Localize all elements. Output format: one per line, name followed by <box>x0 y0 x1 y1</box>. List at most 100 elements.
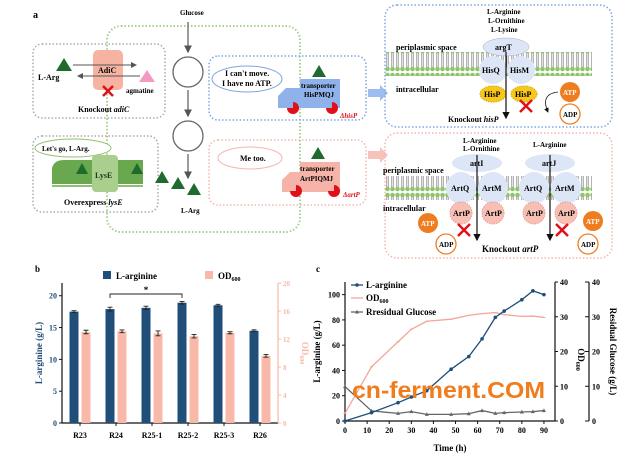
atp-label: ATP <box>586 218 600 226</box>
x-tick-label: R25-1 <box>142 431 162 440</box>
overexpress-lyse-caption: Overexpress lysE <box>64 198 123 207</box>
bar-od600 <box>117 331 127 423</box>
y-right-tick-label: 12 <box>283 336 291 344</box>
error-bar <box>191 334 197 339</box>
substrate-label: L-Lysine <box>491 26 517 34</box>
x-tick-label: 60 <box>474 426 482 435</box>
significance-bracket <box>109 293 183 298</box>
artp-deletion-label: ΔartP <box>342 191 361 199</box>
watermark: cn-ferment.COM <box>352 377 545 403</box>
data-point <box>396 400 400 405</box>
wheel-icon <box>326 102 338 114</box>
x-tick-label: 10 <box>363 426 371 435</box>
y-right-tick-label: 40 <box>560 278 568 287</box>
y-right2-tick-label: 40 <box>592 278 600 287</box>
data-point <box>502 309 506 313</box>
artp-speech: Me too. <box>240 154 266 163</box>
y-right2-tick-label: 0 <box>592 417 596 426</box>
knockout-x-icon <box>457 223 471 237</box>
legend-swatch-l-arginine <box>103 271 111 279</box>
adp-icon <box>559 103 581 125</box>
data-point <box>480 408 485 413</box>
l-arg-product-label: L-Arg <box>181 207 200 215</box>
y-right-tick-label: 16 <box>283 308 291 316</box>
legend-label: OD600 <box>366 293 389 305</box>
bar-od600 <box>225 332 235 423</box>
data-point <box>466 411 471 416</box>
agmatine-triangle-icon <box>139 70 155 82</box>
hisp-cargo-line2: HisPMQJ <box>304 91 334 99</box>
y-right-axis-title: OD600 <box>298 342 310 365</box>
error-bar <box>251 329 257 333</box>
lyse-label: LysE <box>95 171 112 180</box>
lyse-module: Let's go, L-Arg. LysE L-Arg Overexpress … <box>32 135 201 215</box>
wheel-icon <box>328 185 340 197</box>
y-tick-label: 5 <box>53 387 57 396</box>
bar-l-arginine <box>69 311 79 423</box>
data-point <box>480 337 484 341</box>
knockout-x-icon <box>519 99 533 113</box>
hisp-transporter-detail: L-Arginine L-Ornithine L-Lysine periplas… <box>384 4 613 128</box>
y-tick-label: 0 <box>336 417 340 426</box>
artp-label: ArtP <box>485 209 502 218</box>
module-box <box>208 139 367 206</box>
y-tick-label: 20 <box>332 392 340 401</box>
glucose-label: Glucose <box>180 9 204 17</box>
panel-label-a: a <box>33 10 38 21</box>
substrate-label: L-Arginine <box>463 137 496 145</box>
knockout-x-icon <box>555 223 569 237</box>
y-tick-label: 20 <box>49 292 57 301</box>
error-bar <box>71 310 77 314</box>
arrow-right-icon <box>368 85 388 101</box>
metabolic-pathway <box>172 22 204 180</box>
y-right-tick-label: 4 <box>283 392 287 400</box>
panel-label-b: b <box>35 264 40 274</box>
artq-label: ArtQ <box>451 184 469 193</box>
lyse-transporter-icon <box>92 155 118 192</box>
speech-bubble <box>34 138 112 158</box>
error-bar <box>215 303 221 307</box>
data-point <box>531 289 535 293</box>
knockout-adic-caption: Knockout adiC <box>78 105 130 114</box>
bar-od600 <box>81 332 91 423</box>
x-tick-label: 50 <box>452 426 460 435</box>
cycle-icon <box>172 56 204 88</box>
hisp-speech-line1: I can't move. <box>225 69 269 78</box>
intracellular-label: intracellular <box>383 204 426 213</box>
y-right-tick-label: 20 <box>560 348 568 357</box>
data-point <box>409 409 414 414</box>
data-point <box>424 412 429 416</box>
x-tick-label: 70 <box>496 426 504 435</box>
error-bar <box>143 305 149 310</box>
adp-label: ADP <box>581 241 596 249</box>
error-bar <box>107 306 113 312</box>
error-bar <box>83 329 89 335</box>
artm-label: ArtM <box>555 184 575 193</box>
data-point <box>449 412 454 416</box>
hisq-label: HisQ <box>482 66 500 75</box>
adp-label: ADP <box>439 241 454 249</box>
periplasm-label: periplasmic space <box>396 43 457 52</box>
x-tick-label: 40 <box>429 426 437 435</box>
legend-label: L-arginine <box>366 280 407 290</box>
truck-cab-icon <box>282 172 300 192</box>
l-arg-triangle-icon <box>56 58 72 71</box>
bar-l-arginine <box>141 307 151 423</box>
adic-transporter-icon <box>93 50 123 90</box>
data-point <box>519 409 524 414</box>
cell-outline <box>106 25 301 233</box>
wheel-icon <box>290 185 302 197</box>
argt-label: argT <box>495 43 513 52</box>
error-bar <box>119 329 125 334</box>
error-bar <box>179 301 185 305</box>
hisp-truck-module: I can't move. I have no ATP. transporter… <box>208 55 388 121</box>
l-arg-triangle-icon <box>187 183 201 195</box>
data-point <box>369 410 374 415</box>
data-point <box>493 315 498 320</box>
data-point <box>343 419 347 423</box>
data-point <box>542 292 546 297</box>
hisp-protein <box>510 85 538 103</box>
substrate-label: L-Arginine <box>533 141 566 149</box>
atp-icon <box>418 213 438 233</box>
